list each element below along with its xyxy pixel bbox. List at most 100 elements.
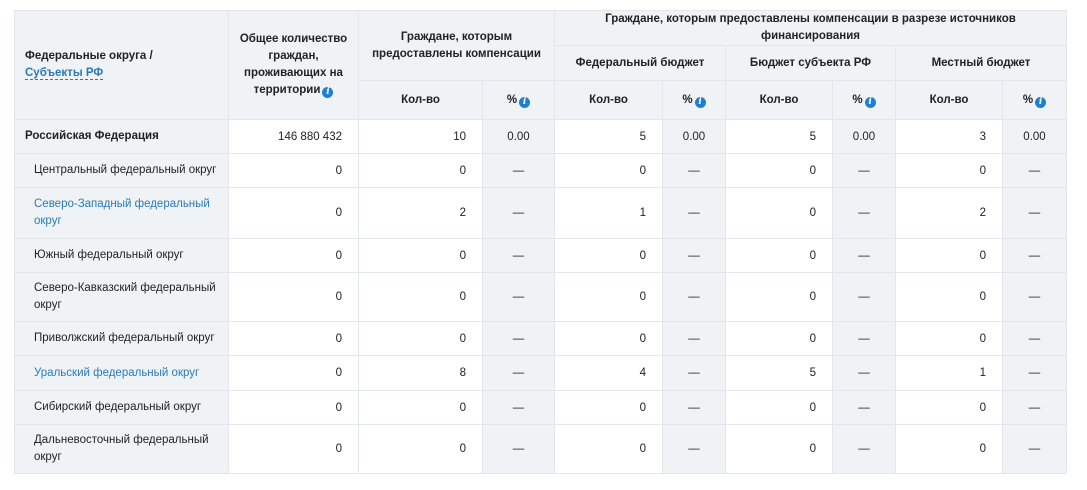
pct-cell: — [1002,238,1067,273]
table-row: Центральный федеральный округ 0 0—0—0—0— [14,153,1067,188]
pct-cell: 0.00 [662,119,726,154]
pct-cell: — [832,238,896,273]
qty-cell: 0 [895,321,1003,356]
table-row: Приволжский федеральный округ 0 0—0—0—0— [14,321,1067,356]
region-name: Дальневосточный федеральный округ [14,424,229,474]
qty-cell: 0 [358,238,483,273]
region-name: Северо-Кавказский федеральный округ [14,272,229,322]
table-row: Южный федеральный округ 0 0—0—0—0— [14,238,1067,273]
region-name: Российская Федерация [14,119,229,154]
qty-cell: 0 [725,321,833,356]
pct-cell: 0.00 [832,119,896,154]
pct-header-label: % [506,93,518,106]
qty-cell: 0 [895,238,1003,273]
given-header: Граждане, которым предоставлены компенса… [358,10,555,81]
info-icon[interactable]: i [694,96,706,108]
qty-cell: 0 [725,153,833,188]
pct-cell: — [1002,321,1067,356]
qty-cell: 10 [358,119,483,154]
qty-cell: 0 [725,272,833,322]
qty-cell: 0 [554,153,663,188]
total-cell: 0 [228,390,359,425]
pct-cell: — [662,187,726,239]
table-row: Северо-Кавказский федеральный округ 0 0—0—… [14,272,1067,322]
pct-cell: — [482,390,555,425]
region-name: Сибирский федеральный округ [14,390,229,425]
qty-cell: 5 [725,119,833,154]
pct-cell: 0.00 [482,119,555,154]
pct-cell: — [662,321,726,356]
qty-cell: 4 [554,355,663,391]
pct-cell: — [832,321,896,356]
info-icon[interactable]: i [1035,96,1047,108]
qty-cell: 0 [554,424,663,474]
sources-header: Граждане, которым предоставлены компенса… [554,10,1067,46]
qty-cell: 5 [554,119,663,154]
qty-cell: 2 [358,187,483,239]
subjects-toggle-link[interactable]: Субъекты РФ [25,67,104,80]
table-row: Уральский федеральный округ 0 8—4—5—1— [14,355,1067,391]
qty-cell: 0 [725,390,833,425]
qty-cell: 8 [358,355,483,391]
region-header: Федеральные округа / Субъекты РФ [14,10,229,120]
total-cell: 0 [228,238,359,273]
pct-header: % i [482,80,555,120]
pct-cell: — [832,272,896,322]
total-cell: 146 880 432 [228,119,359,154]
pct-cell: — [482,187,555,239]
qty-cell: 0 [358,153,483,188]
pct-cell: — [832,390,896,425]
qty-cell: 1 [554,187,663,239]
qty-cell: 0 [725,238,833,273]
region-header-label: Федеральные округа / [25,50,153,62]
pct-cell: — [1002,390,1067,425]
total-cell: 0 [228,424,359,474]
pct-cell: — [662,153,726,188]
info-icon[interactable]: i [864,96,876,108]
pct-cell: — [662,355,726,391]
table-row: Северо-Западный федеральный округ 0 2—1—0—… [14,187,1067,239]
pct-cell: 0.00 [1002,119,1067,154]
qty-cell: 0 [358,321,483,356]
pct-cell: — [1002,187,1067,239]
table-row: Российская Федерация 146 880 432 10 0.00 5 0.… [14,119,1067,154]
pct-cell: — [482,153,555,188]
pct-cell: — [1002,272,1067,322]
region-name: Приволжский федеральный округ [14,321,229,356]
total-cell: 0 [228,153,359,188]
pct-cell: — [1002,153,1067,188]
pct-cell: — [832,355,896,391]
total-cell: 0 [228,272,359,322]
pct-cell: — [1002,424,1067,474]
compensation-table: Федеральные округа / Субъекты РФ Общее ко… [14,10,1067,474]
region-name[interactable]: Северо-Западный федеральный округ [14,187,229,239]
pct-header-label: % [852,93,863,106]
pct-header-label: % [682,93,693,106]
info-icon[interactable]: i [322,87,334,98]
qty-header: Кол-во [358,80,483,120]
qty-cell: 0 [554,272,663,322]
region-name[interactable]: Уральский федеральный округ [14,355,229,391]
pct-cell: — [662,390,726,425]
qty-header: Кол-во [554,80,663,120]
qty-cell: 0 [895,424,1003,474]
pct-cell: — [482,238,555,273]
qty-cell: 0 [358,390,483,425]
pct-cell: — [482,424,555,474]
pct-cell: — [482,355,555,391]
qty-cell: 0 [554,238,663,273]
federal-budget-header: Федеральный бюджет [554,45,726,81]
pct-cell: — [832,424,896,474]
qty-cell: 0 [725,424,833,474]
pct-cell: — [482,321,555,356]
pct-header: % i [1002,80,1067,120]
qty-cell: 0 [895,153,1003,188]
local-budget-header: Местный бюджет [895,45,1067,81]
total-cell: 0 [228,187,359,239]
info-icon[interactable]: i [519,96,531,108]
qty-cell: 0 [554,321,663,356]
pct-cell: — [662,272,726,322]
pct-cell: — [1002,355,1067,391]
region-name: Южный федеральный округ [14,238,229,273]
pct-cell: — [482,272,555,322]
